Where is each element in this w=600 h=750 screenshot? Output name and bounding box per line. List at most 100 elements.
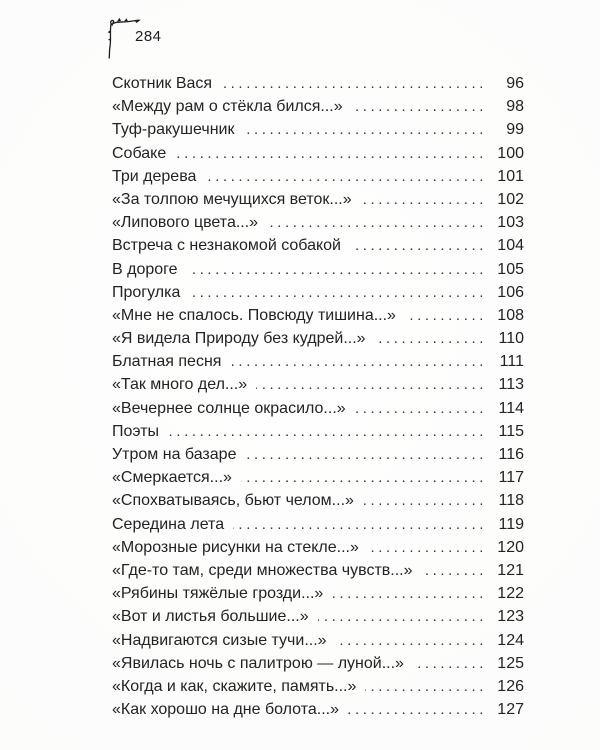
corner-flourish-icon: [107, 17, 141, 59]
toc-entry-page: 102: [497, 190, 524, 208]
toc-entry-page: 99: [506, 121, 524, 139]
toc-entry-page: 127: [497, 701, 524, 719]
toc-row: «Явилась ночь с палитрою — луной...» 125: [112, 652, 524, 675]
toc-row: «Спохватываясь, бьют челом...» 118: [112, 489, 524, 512]
toc-entry-page: 126: [497, 677, 524, 695]
toc-row: Туф-ракушечник 99: [112, 118, 524, 141]
toc-row: «Морозные рисунки на стекле...» 120: [112, 536, 524, 559]
dot-leader: [318, 605, 487, 628]
toc-entry-title: «Как хорошо на дне болота...»: [112, 701, 340, 719]
toc-entry-title: «Смеркается...»: [112, 469, 232, 487]
toc-entry-page: 117: [498, 469, 524, 487]
toc-entry-page: 104: [497, 237, 524, 255]
toc-entry-title: «Явилась ночь с палитрою — луной...»: [112, 654, 404, 672]
dot-leader: [405, 304, 487, 327]
toc-entry-page: 105: [497, 260, 524, 278]
toc-entry-title: «Рябины тяжёлые грозди...»: [112, 585, 324, 603]
toc-row: «Где-то там, среди множества чувств...» …: [112, 559, 524, 582]
page-number: 284: [135, 28, 162, 45]
toc-row: «Липового цвета...» 103: [112, 211, 524, 234]
toc-entry-title: «Так много дел...»: [112, 376, 248, 394]
toc-entry-title: «Надвигаются сизые тучи...»: [112, 631, 327, 649]
toc-row: В дороге 105: [112, 258, 524, 281]
dot-leader: [187, 258, 487, 281]
toc-row: Собаке 100: [112, 142, 524, 165]
toc-entry-title: Встреча с незнакомой собакой: [112, 237, 341, 255]
dot-leader: [413, 652, 487, 675]
toc-row: Скотник Вася 96: [112, 72, 524, 95]
toc-entry-title: «Между рам о стёкла бился...»: [112, 98, 343, 116]
dot-leader: [332, 582, 487, 605]
toc-row: «Между рам о стёкла бился...» 98: [112, 95, 524, 118]
dot-leader: [267, 211, 487, 234]
toc-entry-title: «Где-то там, среди множества чувств...»: [112, 561, 413, 579]
dot-leader: [336, 629, 487, 652]
toc-entry-page: 119: [498, 515, 524, 533]
toc-row: Середина лета 119: [112, 513, 524, 536]
toc-entry-page: 125: [497, 654, 524, 672]
toc-entry-page: 124: [497, 631, 524, 649]
toc-entry-title: «Мне не спалось. Повсюду тишина...»: [112, 306, 396, 324]
toc-entry-title: Туф-ракушечник: [112, 121, 235, 139]
toc-row: Утром на базаре 116: [112, 443, 524, 466]
dot-leader: [189, 281, 487, 304]
toc-entry-page: 114: [498, 399, 524, 417]
dot-leader: [422, 559, 487, 582]
toc-row: «Так много дел...» 113: [112, 373, 524, 396]
dot-leader: [168, 420, 487, 443]
toc-entry-page: 101: [497, 167, 524, 185]
dot-leader: [348, 698, 487, 721]
toc-row: «Мне не спалось. Повсюду тишина...» 108: [112, 304, 524, 327]
dot-leader: [368, 536, 487, 559]
toc-row: «Я видела Природу без кудрей...» 110: [112, 327, 524, 350]
toc-entry-title: Прогулка: [112, 283, 181, 301]
toc-entry-page: 100: [497, 144, 524, 162]
toc-entry-page: 108: [497, 306, 524, 324]
toc-row: Встреча с незнакомой собакой 104: [112, 234, 524, 257]
toc-entry-page: 118: [498, 492, 524, 510]
dot-leader: [365, 675, 487, 698]
toc-row: Поэты 115: [112, 420, 524, 443]
toc-entry-title: «Когда и как, скажите, память...»: [112, 677, 357, 695]
toc-entry-page: 113: [498, 376, 524, 394]
dot-leader: [233, 513, 487, 536]
folio-block: 284: [105, 12, 162, 60]
toc-entry-page: 116: [498, 446, 524, 463]
toc-entry-page: 122: [497, 585, 524, 603]
dot-leader: [355, 397, 487, 420]
toc-list: Скотник Вася 96 «Между рам о стёкла билс…: [112, 72, 524, 721]
toc-entry-page: 106: [497, 283, 524, 301]
toc-entry-page: 123: [497, 608, 524, 626]
toc-entry-title: «Морозные рисунки на стекле...»: [112, 538, 359, 556]
toc-row: «Когда и как, скажите, память...» 126: [112, 675, 524, 698]
dot-leader: [352, 95, 487, 118]
dot-leader: [205, 165, 487, 188]
toc-row: «Как хорошо на дне болота...» 127: [112, 698, 524, 721]
toc-entry-title: Три дерева: [112, 167, 197, 185]
toc-entry-title: Собаке: [112, 144, 167, 162]
toc-entry-page: 98: [506, 98, 524, 116]
toc-entry-page: 120: [497, 538, 524, 556]
toc-entry-title: Утром на базаре: [112, 446, 237, 463]
toc-row: «Смеркается...» 117: [112, 466, 524, 489]
toc-entry-title: «Вечернее солнце окрасило...»: [112, 399, 346, 417]
dot-leader: [175, 142, 487, 165]
dot-leader: [241, 466, 487, 489]
toc-row: Прогулка 106: [112, 281, 524, 304]
toc-entry-title: «Я видела Природу без кудрей...»: [112, 330, 366, 348]
dot-leader: [361, 188, 487, 211]
dot-leader: [243, 118, 487, 141]
toc-entry-page: 121: [497, 561, 524, 579]
dot-leader: [221, 72, 487, 95]
toc-entry-title: Скотник Вася: [112, 75, 213, 92]
toc-entry-title: «За толпою мечущихся веток...»: [112, 190, 352, 208]
dot-leader: [230, 350, 487, 373]
dot-leader: [256, 373, 487, 396]
toc-row: «Вечернее солнце окрасило...» 114: [112, 397, 524, 420]
toc-entry-title: «Липового цвета...»: [112, 214, 259, 232]
dot-leader: [350, 234, 487, 257]
toc-entry-title: «Спохватываясь, бьют челом...»: [112, 492, 354, 510]
toc-row: «Надвигаются сизые тучи...» 124: [112, 629, 524, 652]
toc-entry-title: Поэты: [112, 422, 160, 440]
